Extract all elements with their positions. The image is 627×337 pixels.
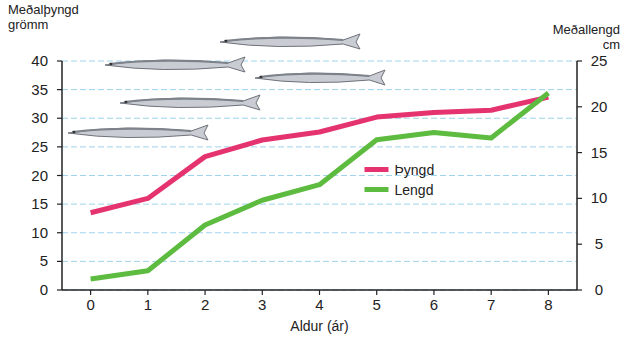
y-tick-label: 35 bbox=[31, 81, 48, 98]
x-tick-label: 0 bbox=[86, 296, 94, 313]
y-tick-label: 30 bbox=[31, 109, 48, 126]
y-tick bbox=[57, 146, 62, 147]
fish-back bbox=[259, 74, 369, 77]
x-axis-label: Aldur (ár) bbox=[290, 318, 348, 334]
x-tick bbox=[262, 290, 263, 295]
fish-back bbox=[72, 129, 191, 132]
legend: Þyngd Lengd bbox=[365, 162, 435, 198]
y-axis-label: Meðalþyngdgrömm bbox=[8, 2, 79, 32]
fish bbox=[220, 34, 360, 49]
x-tick bbox=[319, 290, 320, 295]
y-tick-label: 20 bbox=[31, 167, 48, 184]
y2-tick-label: 25 bbox=[591, 52, 608, 69]
x-tick-label: 6 bbox=[430, 296, 438, 313]
grid-line bbox=[62, 146, 577, 147]
y-tick-label: 5 bbox=[40, 252, 48, 269]
fish bbox=[105, 57, 245, 72]
background bbox=[0, 0, 627, 337]
x-tick bbox=[376, 290, 377, 295]
fish-back bbox=[224, 38, 343, 41]
y-axis-label-line: grömm bbox=[8, 17, 48, 32]
grid-line bbox=[62, 118, 577, 119]
series-line bbox=[91, 93, 549, 279]
y2-tick bbox=[577, 289, 582, 290]
legend-label: Þyngd bbox=[395, 162, 435, 178]
fish bbox=[255, 70, 385, 85]
fish-eye bbox=[110, 63, 113, 66]
y2-tick-label: 20 bbox=[591, 98, 608, 115]
y2-axis-label-line: Meðallengd bbox=[553, 22, 620, 37]
y-tick bbox=[57, 60, 62, 61]
fish bbox=[120, 95, 260, 110]
y-tick bbox=[57, 118, 62, 119]
x-tick bbox=[147, 290, 148, 295]
fish-body bbox=[105, 57, 245, 72]
y2-tick-label: 5 bbox=[595, 235, 603, 252]
fish-eye bbox=[73, 131, 76, 134]
legend-label: Lengd bbox=[395, 182, 434, 198]
y2-tick bbox=[577, 198, 582, 199]
x-tick-label: 7 bbox=[487, 296, 495, 313]
x-tick bbox=[204, 290, 205, 295]
y-tick bbox=[57, 89, 62, 90]
y2-tick bbox=[577, 152, 582, 153]
fish-body bbox=[255, 70, 385, 85]
plot-area bbox=[91, 93, 549, 279]
grid-line bbox=[62, 204, 577, 205]
y-tick-label: 15 bbox=[31, 195, 48, 212]
x-tick bbox=[90, 290, 91, 295]
x-tick-label: 1 bbox=[144, 296, 152, 313]
x-tick bbox=[548, 290, 549, 295]
y-tick bbox=[57, 232, 62, 233]
legend-swatch bbox=[365, 187, 389, 192]
x-tick-label: 8 bbox=[544, 296, 552, 313]
y2-tick bbox=[577, 60, 582, 61]
x-tick-label: 5 bbox=[373, 296, 381, 313]
fish-body bbox=[68, 125, 208, 140]
y-axis-label-line: Meðalþyngd bbox=[8, 2, 79, 17]
x-tick bbox=[433, 290, 434, 295]
y-tick bbox=[57, 289, 62, 290]
y2-tick-label: 15 bbox=[591, 144, 608, 161]
grid-line bbox=[62, 89, 577, 90]
y2-tick bbox=[577, 106, 582, 107]
series-line bbox=[91, 97, 549, 213]
grid-line bbox=[62, 232, 577, 233]
y-tick-label: 40 bbox=[31, 52, 48, 69]
fish-eye bbox=[225, 40, 228, 43]
fish-body bbox=[120, 95, 260, 110]
fish-eye bbox=[125, 101, 128, 104]
legend-swatch bbox=[365, 167, 389, 172]
y-tick bbox=[57, 175, 62, 176]
y2-axis-label: Meðallengdcm bbox=[553, 22, 620, 52]
chart: 01234567805101520253035400510152025Meðal… bbox=[0, 0, 627, 337]
y2-tick bbox=[577, 244, 582, 245]
grid-line bbox=[62, 175, 577, 176]
y2-axis bbox=[576, 61, 578, 290]
fish-body bbox=[220, 34, 360, 49]
grid-line bbox=[62, 261, 577, 262]
y-tick bbox=[57, 261, 62, 262]
y2-tick-label: 0 bbox=[595, 281, 603, 298]
fish bbox=[68, 125, 208, 140]
x-tick-label: 2 bbox=[201, 296, 209, 313]
x-tick-label: 3 bbox=[258, 296, 266, 313]
y2-axis-label-line: cm bbox=[603, 37, 620, 52]
fish-back bbox=[109, 61, 228, 64]
fish-illustrations bbox=[68, 34, 385, 140]
y-tick bbox=[57, 204, 62, 205]
y-tick-label: 10 bbox=[31, 224, 48, 241]
y-tick-label: 25 bbox=[31, 138, 48, 155]
y-tick-label: 0 bbox=[40, 281, 48, 298]
fish-back bbox=[124, 99, 243, 102]
y2-tick-label: 10 bbox=[591, 189, 608, 206]
x-tick-label: 4 bbox=[315, 296, 323, 313]
fish-eye bbox=[260, 76, 263, 79]
x-tick bbox=[491, 290, 492, 295]
